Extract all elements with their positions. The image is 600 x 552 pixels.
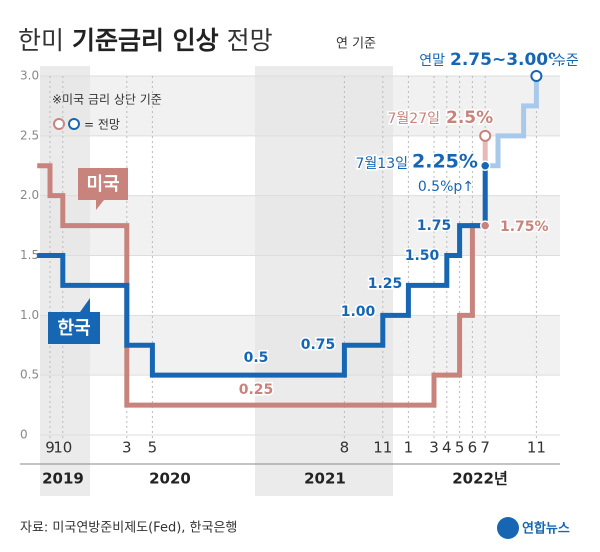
logo: 연합뉴스: [522, 521, 570, 537]
annotation: 2.25%: [412, 151, 478, 173]
legend-forecast-kr: [68, 118, 80, 130]
y-tick-label: 0: [20, 428, 28, 442]
annotation: 7월13일: [356, 156, 408, 172]
x-tick-label: 3: [122, 439, 132, 457]
x-tick-label: 1: [404, 439, 414, 457]
step-line: [37, 163, 486, 408]
year-band: [255, 66, 393, 496]
year-label: 2019: [42, 470, 84, 488]
title-prefix: 한미: [18, 26, 72, 55]
y-tick-label: 2.0: [20, 188, 39, 202]
x-tick-label: 8: [340, 439, 350, 457]
legend-note: ※미국 금리 상단 기준: [52, 93, 162, 107]
x-tick-label: 10: [53, 439, 72, 457]
title-suffix: 전망: [219, 26, 273, 55]
y-tick-label: 0.5: [20, 368, 39, 382]
legend-forecast: = 전망: [84, 118, 120, 132]
x-tick-label: 11: [527, 439, 546, 457]
annotation: 1.50: [405, 248, 440, 264]
x-tick-label: 11: [373, 439, 392, 457]
name-box: [48, 312, 100, 344]
year-label: 2022년: [452, 470, 508, 488]
source: 자료: 미국연방준비제도(Fed), 한국은행: [20, 520, 237, 536]
annotation: 0.5: [244, 350, 269, 366]
step-line: [37, 165, 488, 378]
x-tick-label: 7: [480, 439, 490, 457]
annotation: 2.5%: [446, 108, 493, 128]
series-name: 미국: [86, 174, 119, 195]
y-tick-label: 1.5: [20, 248, 39, 262]
step-line: [485, 76, 539, 169]
annotation: 2.75~3.00%: [450, 50, 565, 70]
annotation: 수준: [553, 53, 579, 69]
name-box: [78, 168, 128, 210]
chart-title: 한미 기준금리 인상 전망: [18, 26, 273, 55]
annotation: 0.25: [239, 382, 274, 398]
annotation: 1.75%: [500, 219, 549, 235]
annotation: 7월27일: [388, 111, 440, 127]
annotation: 0.5%p↑: [418, 179, 474, 195]
annotation: 1.25: [368, 276, 403, 292]
annotation: 1.00: [341, 304, 376, 320]
year-label: 2020: [149, 470, 191, 488]
y-tick-label: 3.0: [20, 69, 39, 83]
annotation: 1.75: [417, 218, 452, 234]
x-tick-label: 5: [455, 439, 465, 457]
end-marker: [479, 220, 491, 231]
series-name: 한국: [57, 318, 90, 339]
annotation: 0.75: [301, 337, 336, 353]
legend-forecast-us: [53, 118, 65, 130]
name-box-tail: [80, 298, 90, 312]
x-tick-label: 5: [148, 439, 158, 457]
x-tick-label: 3: [429, 439, 439, 457]
logo-icon: [497, 517, 519, 539]
y-tick-label: 1.0: [20, 308, 39, 322]
subtitle: 연 기준: [336, 37, 376, 52]
forecast-marker: [530, 70, 543, 82]
x-tick-label: 6: [468, 439, 478, 457]
annotation: 연말: [419, 53, 445, 69]
x-tick-label: 9: [45, 439, 55, 457]
forecast-marker: [479, 129, 492, 142]
year-label: 2021: [304, 470, 346, 488]
title-bold: 기준금리 인상: [72, 26, 219, 55]
end-marker: [479, 160, 491, 171]
y-tick-label: 2.5: [20, 128, 39, 142]
x-tick-label: 4: [442, 439, 452, 457]
